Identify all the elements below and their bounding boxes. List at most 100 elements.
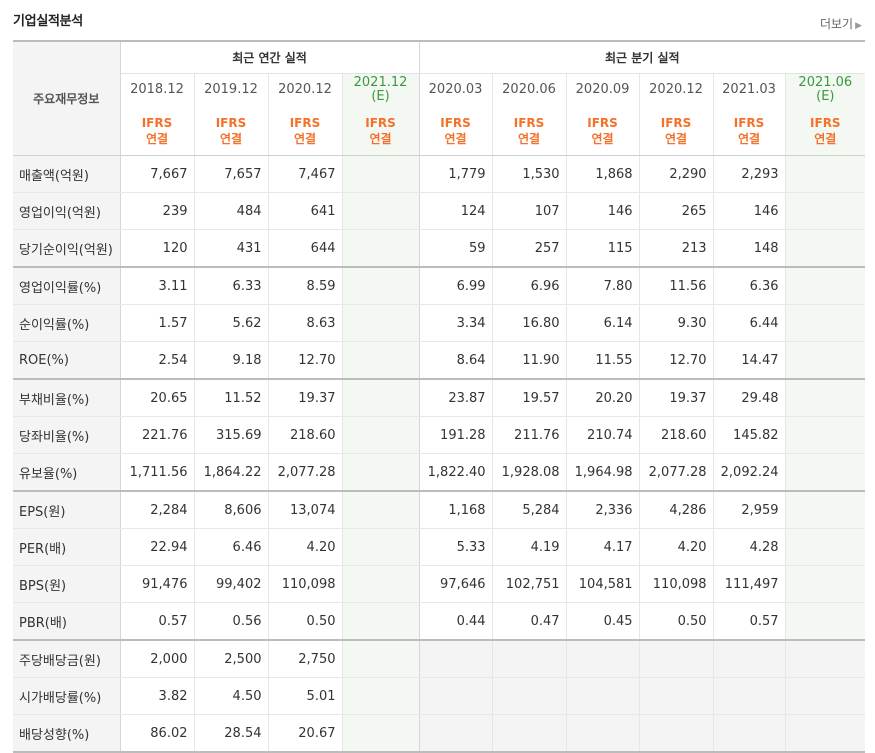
more-link[interactable]: 더보기 ▶ bbox=[820, 15, 862, 32]
financial-table: 주요재무정보 최근 연간 실적 최근 분기 실적 2018.12 2019.12 2… bbox=[13, 40, 866, 753]
table-cell: 20.65 bbox=[119, 378, 194, 417]
table-cell bbox=[565, 639, 640, 678]
row-label: BPS(원) bbox=[13, 565, 121, 603]
table-cell bbox=[491, 677, 567, 715]
table-cell: 102,751 bbox=[491, 565, 567, 603]
ifrs-badge: IFRS 연결 bbox=[712, 106, 786, 156]
period-header: 2020.06 bbox=[491, 73, 567, 106]
table-cell: 29.48 bbox=[712, 378, 786, 417]
table-cell: 218.60 bbox=[638, 416, 714, 454]
table-cell bbox=[341, 378, 420, 417]
table-cell: 4.20 bbox=[267, 528, 342, 566]
table-cell: 59 bbox=[418, 229, 493, 268]
consolidated-label: 연결 bbox=[591, 131, 614, 146]
consolidated-label: 연결 bbox=[665, 131, 688, 146]
table-cell: 99,402 bbox=[193, 565, 268, 603]
row-label: 순이익률(%) bbox=[13, 304, 121, 342]
consolidated-label: 연결 bbox=[518, 131, 541, 146]
period-label: 2020.06 bbox=[502, 82, 556, 97]
period-header: 2018.12 bbox=[119, 73, 194, 106]
row-label: PBR(배) bbox=[13, 602, 121, 641]
table-cell: 19.57 bbox=[491, 378, 567, 417]
consolidated-label: 연결 bbox=[369, 131, 392, 146]
table-cell: 0.44 bbox=[418, 602, 493, 641]
table-cell: 1,711.56 bbox=[119, 453, 194, 492]
table-cell: 1,168 bbox=[418, 490, 493, 529]
ifrs-label: IFRS bbox=[365, 115, 396, 130]
table-cell: 0.56 bbox=[193, 602, 268, 641]
table-cell: 146 bbox=[565, 192, 640, 230]
table-cell: 16.80 bbox=[491, 304, 567, 342]
table-cell bbox=[491, 714, 567, 753]
table-cell: 7,467 bbox=[267, 155, 342, 193]
table-cell: 2,500 bbox=[193, 639, 268, 678]
table-cell: 2,077.28 bbox=[267, 453, 342, 492]
table-cell: 3.82 bbox=[119, 677, 194, 715]
table-cell: 8,606 bbox=[193, 490, 268, 529]
ifrs-label: IFRS bbox=[810, 115, 841, 130]
table-cell: 7.80 bbox=[565, 266, 640, 305]
period-label: 2020.03 bbox=[428, 82, 483, 97]
consolidated-label: 연결 bbox=[145, 131, 169, 146]
table-cell bbox=[565, 677, 640, 715]
table-row: 순이익률(%) 1.57 5.62 8.63 3.34 16.80 6.14 9.30 6.44 bbox=[13, 304, 866, 342]
table-cell: 19.37 bbox=[267, 378, 342, 417]
table-cell: 211.76 bbox=[491, 416, 567, 454]
table-cell: 1.57 bbox=[119, 304, 194, 342]
table-cell: 7,657 bbox=[193, 155, 268, 193]
table-cell: 2,750 bbox=[267, 639, 342, 678]
table-cell: 19.37 bbox=[638, 378, 714, 417]
table-cell bbox=[341, 229, 420, 268]
table-cell: 0.50 bbox=[267, 602, 342, 641]
table-cell: 431 bbox=[193, 229, 268, 268]
annual-group-header: 최근 연간 실적 bbox=[120, 40, 420, 74]
table-cell: 2,290 bbox=[638, 155, 714, 193]
row-label-header: 주요재무정보 bbox=[13, 40, 121, 156]
table-cell bbox=[418, 714, 493, 753]
period-header: 2019.12 bbox=[193, 73, 268, 106]
table-cell: 218.60 bbox=[267, 416, 342, 454]
table-cell: 20.67 bbox=[267, 714, 342, 753]
table-cell: 6.99 bbox=[418, 266, 493, 305]
table-cell: 110,098 bbox=[638, 565, 714, 603]
table-cell bbox=[784, 416, 866, 454]
table-cell: 111,497 bbox=[712, 565, 786, 603]
table-cell bbox=[712, 639, 786, 678]
row-label: 당좌비율(%) bbox=[13, 416, 121, 454]
table-cell: 11.90 bbox=[491, 341, 567, 380]
table-row: 시가배당률(%) 3.82 4.50 5.01 bbox=[13, 677, 866, 715]
table-cell: 6.36 bbox=[712, 266, 786, 305]
table-cell: 3.34 bbox=[418, 304, 493, 342]
table-cell: 146 bbox=[712, 192, 786, 230]
table-cell: 0.57 bbox=[712, 602, 786, 641]
table-cell: 86.02 bbox=[119, 714, 194, 753]
ifrs-badge: IFRS 연결 bbox=[784, 106, 866, 156]
table-cell bbox=[784, 229, 866, 268]
table-cell: 1,868 bbox=[565, 155, 640, 193]
table-row: 부채비율(%) 20.65 11.52 19.37 23.87 19.57 20.20 19.… bbox=[13, 378, 866, 417]
period-header: 2020.03 bbox=[418, 73, 493, 106]
row-label: 당기순이익(억원) bbox=[13, 229, 121, 268]
period-label: 2021.06 bbox=[798, 75, 853, 90]
table-cell: 8.59 bbox=[267, 266, 342, 305]
table-cell bbox=[638, 677, 714, 715]
table-cell bbox=[565, 714, 640, 753]
ifrs-label: IFRS bbox=[587, 115, 618, 130]
table-cell bbox=[341, 639, 420, 678]
table-cell bbox=[341, 416, 420, 454]
table-cell bbox=[341, 677, 420, 715]
table-cell: 7,667 bbox=[119, 155, 194, 193]
ifrs-label: IFRS bbox=[660, 115, 692, 130]
table-cell: 5.01 bbox=[267, 677, 342, 715]
table-row: 매출액(억원) 7,667 7,657 7,467 1,779 1,530 1,868 2,2… bbox=[13, 155, 866, 193]
table-cell bbox=[341, 155, 420, 193]
table-cell bbox=[784, 639, 866, 678]
table-cell: 213 bbox=[638, 229, 714, 268]
period-header: 2020.12 bbox=[267, 73, 342, 106]
table-cell bbox=[712, 714, 786, 753]
chevron-right-icon: ▶ bbox=[855, 21, 862, 31]
table-cell: 104,581 bbox=[565, 565, 640, 603]
table-cell: 4.20 bbox=[638, 528, 714, 566]
ifrs-badge: IFRS 연결 bbox=[193, 106, 268, 156]
table-cell bbox=[341, 490, 420, 529]
